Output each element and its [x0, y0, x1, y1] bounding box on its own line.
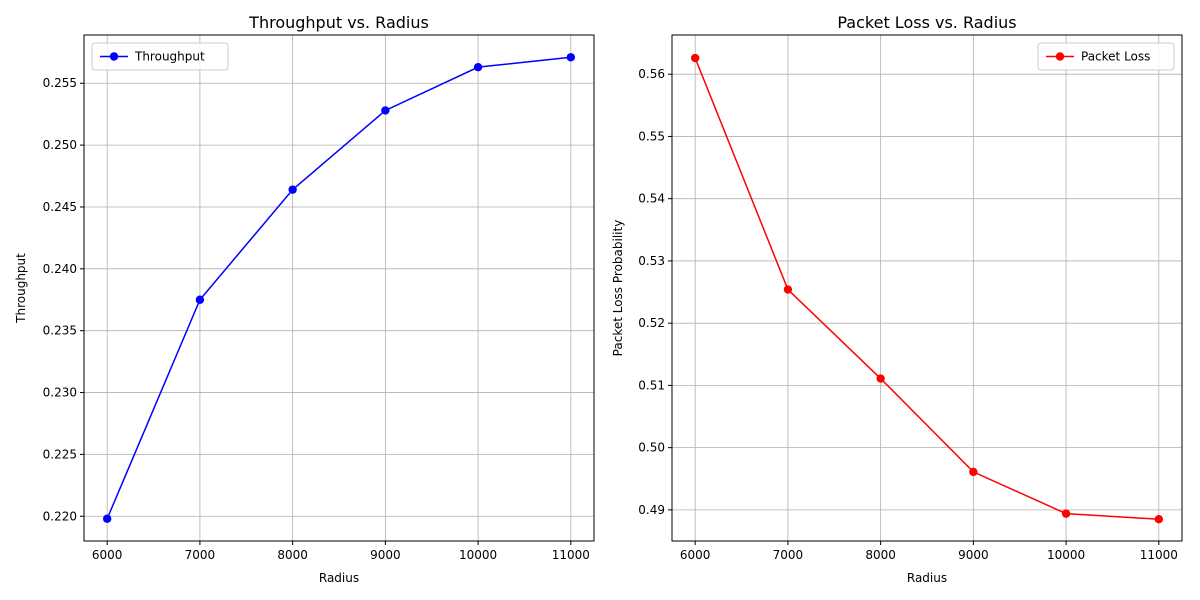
chart-panel-1: 6000 7000 8000 9000 10000 11000 0.220 0.225 0.23… — [14, 13, 595, 585]
x-tick-label: 9000 — [958, 548, 989, 562]
y-tick-label: 0.53 — [638, 254, 665, 268]
chart-title: Throughput vs. Radius — [248, 13, 429, 32]
y-tick-label: 0.220 — [43, 509, 77, 523]
legend-box — [91, 42, 229, 71]
y-tick-label: 0.51 — [638, 378, 665, 392]
x-tick-label: 7000 — [773, 548, 804, 562]
x-axis-label: Radius — [907, 571, 947, 585]
data-point — [1061, 509, 1071, 518]
legend-label: Throughput — [134, 50, 205, 64]
data-point — [876, 374, 885, 383]
y-tick-label: 0.245 — [43, 200, 77, 214]
data-point — [1154, 515, 1164, 524]
data-point — [195, 295, 205, 304]
x-tick-label: 7000 — [185, 548, 216, 562]
x-tick-label: 10000 — [459, 548, 497, 562]
x-axis-label: Radius — [319, 571, 359, 585]
data-point — [473, 62, 483, 72]
y-tick-label: 0.50 — [638, 441, 665, 455]
y-tick-label: 0.52 — [638, 316, 665, 330]
plot-frame — [671, 34, 1183, 542]
y-tick-label: 0.55 — [638, 129, 665, 143]
y-tick-label: 0.250 — [43, 138, 77, 152]
data-point — [288, 185, 297, 194]
data-point — [102, 514, 112, 523]
y-tick-label: 0.255 — [43, 76, 77, 90]
legend-label: Packet Loss — [1081, 50, 1150, 64]
series-line — [694, 57, 1159, 520]
data-point — [690, 53, 700, 63]
chart-panel-2: 6000 7000 8000 9000 10000 11000 0.49 0.50 0.51 0.… — [611, 13, 1183, 585]
data-point — [783, 285, 793, 294]
plot-frame — [83, 34, 595, 542]
y-tick-label: 0.56 — [638, 67, 665, 81]
series-line — [106, 56, 571, 520]
legend-marker — [1055, 52, 1065, 61]
x-tick-label: 8000 — [277, 548, 308, 562]
x-tick-label: 9000 — [370, 548, 401, 562]
y-axis-label: Packet Loss Probability — [611, 220, 625, 357]
x-tick-label: 10000 — [1047, 548, 1085, 562]
y-tick-label: 0.240 — [43, 262, 77, 276]
legend-marker — [109, 52, 119, 61]
data-point — [969, 467, 978, 477]
y-tick-label: 0.230 — [43, 386, 77, 400]
x-tick-label: 6000 — [680, 548, 711, 562]
y-tick-label: 0.225 — [43, 447, 77, 461]
y-tick-label: 0.54 — [638, 192, 665, 206]
x-tick-label: 11000 — [552, 548, 590, 562]
legend-box — [1037, 42, 1175, 71]
data-point — [381, 106, 390, 115]
data-point — [566, 53, 576, 62]
y-tick-label: 0.49 — [638, 503, 665, 517]
y-tick-label: 0.235 — [43, 324, 77, 338]
x-tick-label: 11000 — [1140, 548, 1178, 562]
chart-title: Packet Loss vs. Radius — [837, 13, 1016, 32]
x-tick-label: 8000 — [865, 548, 896, 562]
x-tick-label: 6000 — [92, 548, 123, 562]
y-axis-label: Throughput — [14, 253, 28, 324]
